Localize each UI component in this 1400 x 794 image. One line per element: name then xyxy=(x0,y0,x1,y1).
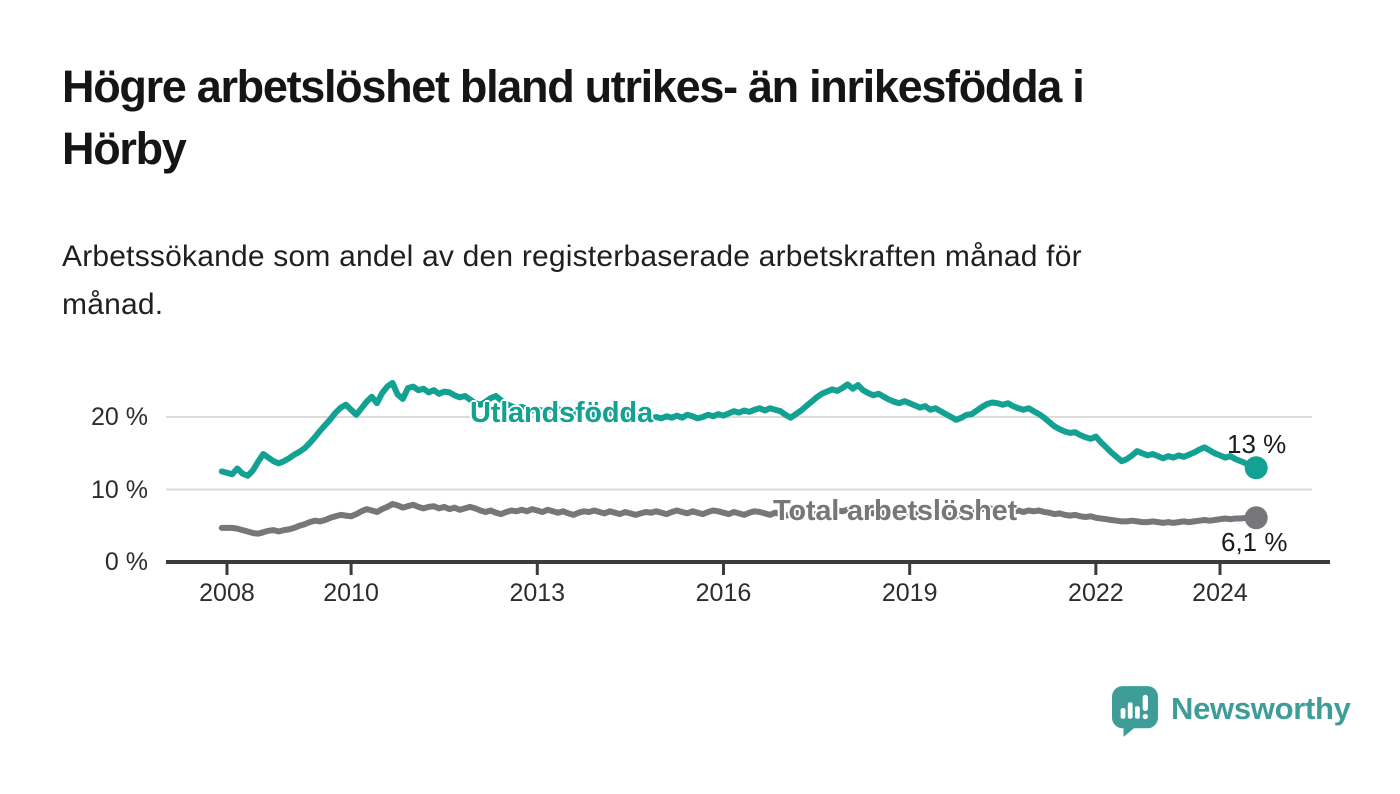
x-tick-label-2010: 2010 xyxy=(323,579,379,607)
x-tick-label-2016: 2016 xyxy=(695,579,752,607)
x-tick-label-2024: 2024 xyxy=(1192,579,1248,607)
x-tick-label-2013: 2013 xyxy=(509,579,566,607)
y-tick-label-0: 0 % xyxy=(104,548,148,576)
end-dot-0 xyxy=(1244,456,1268,480)
x-tick-label-2019: 2019 xyxy=(881,579,938,607)
chart-subtitle: Arbetssökande som andel av den registerb… xyxy=(62,240,1082,321)
newsworthy-logo-icon xyxy=(1112,686,1158,737)
brand-footer: Newsworthy xyxy=(1112,686,1351,737)
series-line-0 xyxy=(218,379,1260,479)
end-dot-1 xyxy=(1244,506,1268,530)
y-tick-label-10: 10 % xyxy=(91,475,148,504)
x-tick-label-2008: 2008 xyxy=(199,579,255,607)
series-line-1 xyxy=(218,501,1260,537)
series-label-total-arbetsloshet: Total arbetslöshet xyxy=(773,495,1018,527)
end-value-label-total: 6,1 % xyxy=(1221,527,1288,557)
x-tick-label-2022: 2022 xyxy=(1068,579,1124,607)
chart-title: Högre arbetslöshet bland utrikes- än inr… xyxy=(62,61,1085,175)
brand-name: Newsworthy xyxy=(1171,691,1351,726)
series-label-utlandsfodda: Utlandsfödda xyxy=(470,397,653,429)
end-value-label-utlandsfodda: 13 % xyxy=(1227,429,1287,459)
y-tick-label-20: 20 % xyxy=(91,403,148,431)
